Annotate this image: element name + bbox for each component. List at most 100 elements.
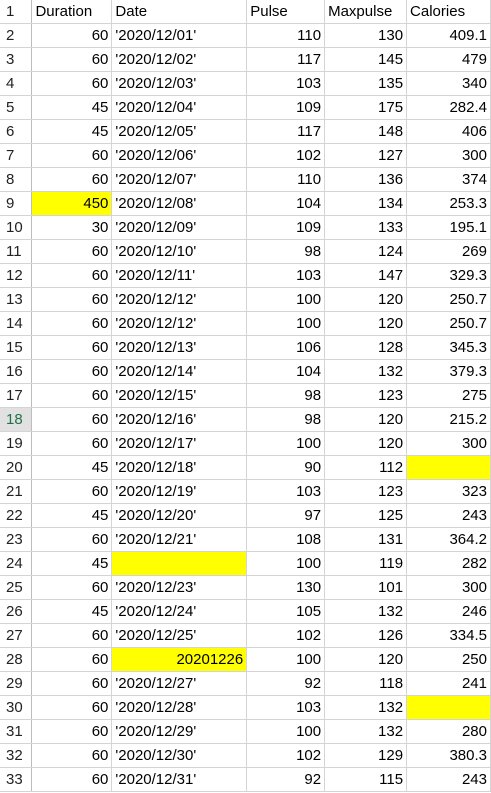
cell-maxpulse[interactable]: 124 xyxy=(324,239,408,264)
cell-date[interactable]: '2020/12/05' xyxy=(111,119,248,144)
cell-duration[interactable]: 60 xyxy=(31,719,113,744)
cell-calories[interactable]: 340 xyxy=(406,71,491,96)
cell-duration[interactable]: 60 xyxy=(31,647,113,672)
cell-maxpulse[interactable]: 120 xyxy=(324,287,408,312)
cell-duration[interactable]: 60 xyxy=(31,575,113,600)
cell-date[interactable]: '2020/12/04' xyxy=(111,95,248,120)
row-header[interactable]: 25 xyxy=(0,575,33,600)
row-header[interactable]: 2 xyxy=(0,23,33,48)
cell-pulse[interactable]: 103 xyxy=(246,695,326,720)
cell-maxpulse[interactable]: 132 xyxy=(324,695,408,720)
cell-date[interactable]: '2020/12/15' xyxy=(111,383,248,408)
cell-duration[interactable]: 60 xyxy=(31,383,113,408)
cell-date[interactable]: '2020/12/02' xyxy=(111,47,248,72)
cell-maxpulse[interactable]: 118 xyxy=(324,671,408,696)
cell-calories[interactable]: 300 xyxy=(406,431,491,456)
cell-date[interactable]: '2020/12/28' xyxy=(111,695,248,720)
cell-calories[interactable]: 250 xyxy=(406,647,491,672)
cell-calories[interactable] xyxy=(406,455,491,480)
cell-date[interactable]: '2020/12/19' xyxy=(111,479,248,504)
cell-pulse[interactable]: 100 xyxy=(246,431,326,456)
cell-duration[interactable]: 60 xyxy=(31,479,113,504)
row-header[interactable]: 3 xyxy=(0,47,33,72)
cell-duration[interactable]: 60 xyxy=(31,23,113,48)
row-header[interactable]: 20 xyxy=(0,455,33,480)
row-header[interactable]: 5 xyxy=(0,95,33,120)
cell-date[interactable]: '2020/12/07' xyxy=(111,167,248,192)
cell-duration[interactable]: 60 xyxy=(31,167,113,192)
cell-maxpulse[interactable]: 115 xyxy=(324,767,408,792)
cell-pulse[interactable]: 92 xyxy=(246,767,326,792)
cell-duration[interactable]: 30 xyxy=(31,215,113,240)
cell-maxpulse[interactable]: 119 xyxy=(324,551,408,576)
cell-date[interactable]: 20201226 xyxy=(111,647,248,672)
cell-pulse[interactable]: 100 xyxy=(246,287,326,312)
row-header[interactable]: 26 xyxy=(0,599,33,624)
row-header[interactable]: 15 xyxy=(0,335,33,360)
cell-date[interactable]: '2020/12/17' xyxy=(111,431,248,456)
cell-pulse[interactable]: 130 xyxy=(246,575,326,600)
cell-maxpulse[interactable]: 127 xyxy=(324,143,408,168)
cell-date[interactable]: '2020/12/30' xyxy=(111,743,248,768)
cell-calories[interactable]: 250.7 xyxy=(406,311,491,336)
column-header-maxpulse[interactable]: Maxpulse xyxy=(324,0,408,24)
row-header[interactable]: 19 xyxy=(0,431,33,456)
cell-pulse[interactable]: 117 xyxy=(246,47,326,72)
cell-duration[interactable]: 60 xyxy=(31,767,113,792)
row-header[interactable]: 32 xyxy=(0,743,33,768)
cell-duration[interactable]: 45 xyxy=(31,455,113,480)
cell-calories[interactable]: 380.3 xyxy=(406,743,491,768)
cell-pulse[interactable]: 117 xyxy=(246,119,326,144)
cell-pulse[interactable]: 102 xyxy=(246,743,326,768)
cell-pulse[interactable]: 98 xyxy=(246,239,326,264)
cell-calories[interactable]: 280 xyxy=(406,719,491,744)
cell-calories[interactable]: 243 xyxy=(406,767,491,792)
cell-maxpulse[interactable]: 120 xyxy=(324,311,408,336)
cell-maxpulse[interactable]: 135 xyxy=(324,71,408,96)
cell-date[interactable]: '2020/12/08' xyxy=(111,191,248,216)
cell-maxpulse[interactable]: 125 xyxy=(324,503,408,528)
cell-pulse[interactable]: 106 xyxy=(246,335,326,360)
row-header[interactable]: 7 xyxy=(0,143,33,168)
cell-duration[interactable]: 60 xyxy=(31,335,113,360)
cell-duration[interactable]: 60 xyxy=(31,695,113,720)
cell-pulse[interactable]: 103 xyxy=(246,479,326,504)
row-header[interactable]: 8 xyxy=(0,167,33,192)
row-header[interactable]: 17 xyxy=(0,383,33,408)
cell-pulse[interactable]: 105 xyxy=(246,599,326,624)
cell-calories[interactable]: 300 xyxy=(406,143,491,168)
cell-date[interactable]: '2020/12/10' xyxy=(111,239,248,264)
cell-pulse[interactable]: 103 xyxy=(246,263,326,288)
cell-pulse[interactable]: 98 xyxy=(246,407,326,432)
cell-calories[interactable]: 195.1 xyxy=(406,215,491,240)
cell-duration[interactable]: 45 xyxy=(31,119,113,144)
cell-pulse[interactable]: 100 xyxy=(246,647,326,672)
cell-date[interactable]: '2020/12/31' xyxy=(111,767,248,792)
cell-calories[interactable]: 282.4 xyxy=(406,95,491,120)
cell-date[interactable]: '2020/12/12' xyxy=(111,311,248,336)
cell-calories[interactable]: 364.2 xyxy=(406,527,491,552)
cell-calories[interactable]: 329.3 xyxy=(406,263,491,288)
cell-duration[interactable]: 450 xyxy=(31,191,113,216)
cell-calories[interactable]: 243 xyxy=(406,503,491,528)
cell-date[interactable]: '2020/12/06' xyxy=(111,143,248,168)
cell-maxpulse[interactable]: 123 xyxy=(324,383,408,408)
cell-maxpulse[interactable]: 120 xyxy=(324,431,408,456)
cell-calories[interactable]: 300 xyxy=(406,575,491,600)
row-header[interactable]: 14 xyxy=(0,311,33,336)
cell-date[interactable]: '2020/12/11' xyxy=(111,263,248,288)
cell-duration[interactable]: 60 xyxy=(31,359,113,384)
cell-duration[interactable]: 45 xyxy=(31,95,113,120)
cell-pulse[interactable]: 102 xyxy=(246,623,326,648)
cell-duration[interactable]: 60 xyxy=(31,407,113,432)
cell-date[interactable]: '2020/12/23' xyxy=(111,575,248,600)
cell-duration[interactable]: 60 xyxy=(31,287,113,312)
cell-duration[interactable]: 60 xyxy=(31,263,113,288)
cell-date[interactable]: '2020/12/21' xyxy=(111,527,248,552)
cell-calories[interactable]: 345.3 xyxy=(406,335,491,360)
cell-date[interactable]: '2020/12/29' xyxy=(111,719,248,744)
cell-pulse[interactable]: 102 xyxy=(246,143,326,168)
row-header[interactable]: 22 xyxy=(0,503,33,528)
cell-date[interactable]: '2020/12/03' xyxy=(111,71,248,96)
cell-maxpulse[interactable]: 134 xyxy=(324,191,408,216)
